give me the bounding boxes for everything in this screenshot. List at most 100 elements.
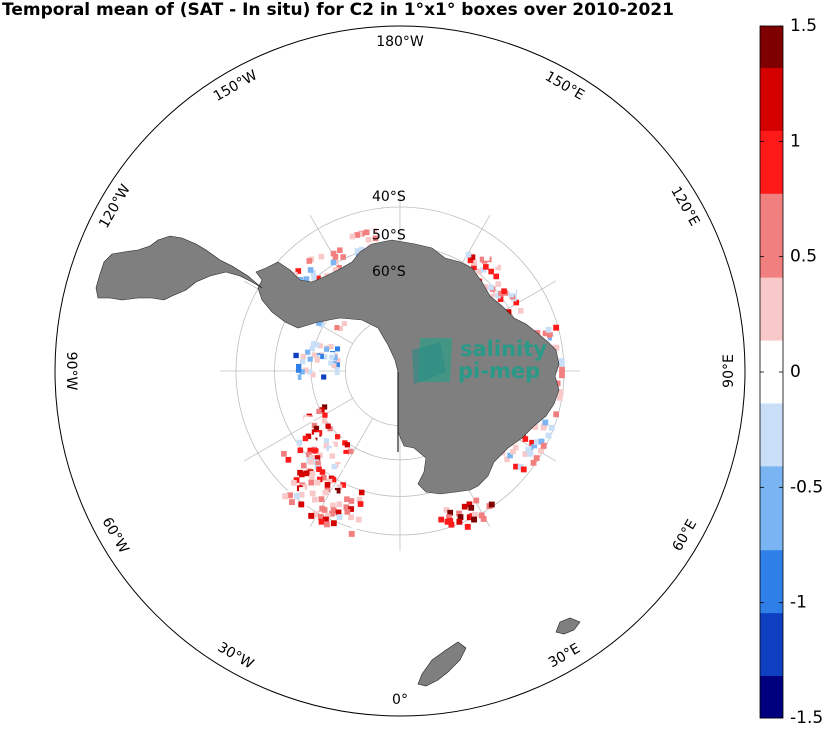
- landmass: [95, 235, 581, 687]
- data-cell: [303, 470, 310, 477]
- data-cell: [557, 389, 564, 396]
- data-cell: [314, 342, 320, 348]
- colorbar-segment: [760, 466, 783, 488]
- data-cell: [311, 429, 318, 435]
- data-cell: [538, 438, 545, 445]
- data-cell: [311, 352, 317, 358]
- data-cell: [318, 253, 325, 260]
- colorbar-segment: [760, 382, 783, 404]
- data-cell: [336, 264, 342, 271]
- data-cell: [281, 450, 287, 457]
- data-cell: [328, 360, 334, 366]
- data-cell: [471, 511, 478, 518]
- data-cell: [321, 418, 328, 424]
- colorbar-segment: [760, 26, 783, 48]
- data-cell: [545, 432, 552, 439]
- data-cell: [504, 456, 510, 463]
- data-cell: [305, 349, 311, 355]
- data-cell: [328, 344, 334, 350]
- data-cell: [327, 322, 333, 328]
- data-cell: [349, 233, 356, 240]
- colorbar-tick-label: 1.5: [790, 16, 817, 36]
- data-cell: [447, 509, 454, 516]
- data-cell: [309, 345, 315, 351]
- data-cell: [324, 482, 331, 488]
- data-cell: [321, 474, 327, 481]
- data-cell: [510, 448, 516, 455]
- data-cell: [323, 503, 330, 510]
- data-cell: [358, 489, 365, 496]
- data-cell: [335, 509, 342, 516]
- data-cell: [304, 416, 310, 423]
- data-cell: [344, 508, 351, 515]
- data-cell: [482, 284, 489, 290]
- parallel-label: 50°S: [372, 228, 406, 244]
- data-cell: [354, 248, 361, 254]
- data-cell: [301, 484, 308, 490]
- colorbar-segment: [760, 88, 783, 111]
- data-cell: [478, 512, 485, 519]
- data-cell: [317, 513, 324, 520]
- colorbar-segment: [760, 235, 783, 258]
- meridian-label: 0°: [392, 692, 408, 708]
- data-cell: [328, 443, 335, 449]
- data-cell: [368, 228, 375, 235]
- meridian-label: 180°W: [376, 34, 424, 50]
- data-cell: [318, 353, 324, 359]
- data-cell: [337, 527, 344, 534]
- data-cell: [336, 501, 343, 508]
- meridian-label: 120°E: [667, 184, 702, 229]
- data-cell: [553, 411, 560, 418]
- meridian-label: 60°W: [98, 515, 131, 557]
- data-cell: [457, 514, 464, 520]
- data-cell: [379, 234, 386, 241]
- salinity-pi-mep-logo: salinity pi-mep: [412, 337, 547, 384]
- data-cell: [519, 455, 526, 462]
- data-cell: [306, 258, 313, 264]
- parallel-label: 40°S: [372, 189, 406, 205]
- data-cell: [348, 514, 354, 521]
- data-cell: [308, 416, 314, 423]
- data-cell: [464, 523, 471, 530]
- data-cell: [533, 439, 540, 446]
- data-cell: [299, 487, 305, 493]
- data-cell: [313, 448, 319, 454]
- data-cell: [317, 343, 323, 349]
- data-cell: [341, 320, 347, 327]
- data-cell: [288, 499, 295, 506]
- meridian-label: 30°W: [215, 639, 257, 672]
- data-cell: [313, 369, 320, 375]
- data-cell: [531, 444, 538, 450]
- data-cell: [325, 500, 332, 506]
- data-cell: [305, 335, 311, 342]
- data-cell: [355, 516, 362, 523]
- new-zealand-north: [555, 617, 581, 635]
- data-cell: [297, 348, 304, 354]
- data-cell: [287, 492, 293, 499]
- data-cell: [309, 470, 316, 477]
- data-cell: [335, 462, 341, 468]
- data-cell: [331, 363, 337, 369]
- colorbar-segment: [760, 487, 783, 509]
- colorbar-segment: [760, 193, 783, 216]
- data-cell: [554, 380, 561, 387]
- data-cell: [315, 460, 321, 467]
- colorbar-segment: [760, 424, 783, 446]
- data-cell: [336, 484, 343, 491]
- data-cell: [493, 273, 500, 280]
- colorbar-segment: [760, 130, 783, 153]
- data-cell: [303, 276, 310, 282]
- colorbar-segment: [760, 613, 783, 635]
- map-boundary: [54, 25, 746, 717]
- data-cell: [532, 424, 539, 430]
- data-cell: [306, 451, 312, 458]
- data-cell: [483, 264, 489, 270]
- data-cell: [292, 374, 298, 381]
- data-cell: [330, 507, 337, 514]
- data-cell: [344, 496, 350, 503]
- data-cell: [298, 491, 305, 498]
- data-cell: [354, 232, 360, 238]
- map-area: salinity pi-mep: [95, 191, 581, 687]
- antarctic-peninsula: [95, 235, 263, 301]
- data-cell: [351, 523, 357, 530]
